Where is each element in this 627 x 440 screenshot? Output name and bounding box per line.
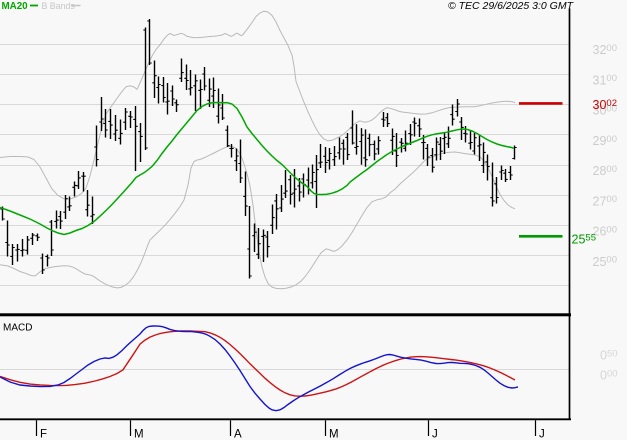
svg-text:MA20: MA20 — [2, 1, 29, 12]
svg-text:3100: 3100 — [593, 73, 617, 87]
svg-text:3002: 3002 — [593, 98, 617, 112]
svg-text:A: A — [234, 429, 242, 440]
svg-text:3000: 3000 — [593, 104, 617, 118]
svg-text:J: J — [539, 429, 545, 440]
svg-text:050: 050 — [600, 348, 618, 362]
svg-text:3200: 3200 — [593, 43, 617, 57]
svg-text:M: M — [134, 429, 144, 440]
svg-text:2900: 2900 — [593, 134, 617, 148]
svg-text:000: 000 — [600, 368, 618, 382]
svg-text:2500: 2500 — [593, 255, 617, 269]
svg-text:F: F — [40, 429, 47, 440]
svg-text:J: J — [432, 429, 438, 440]
svg-text:2700: 2700 — [593, 194, 617, 208]
svg-text:M: M — [329, 429, 339, 440]
svg-text:MACD: MACD — [3, 323, 32, 334]
svg-text:2555: 2555 — [572, 232, 596, 246]
svg-text:2800: 2800 — [593, 164, 617, 178]
svg-text:B Bands: B Bands — [42, 1, 76, 11]
svg-text:2600: 2600 — [593, 224, 617, 238]
svg-text:© TEC 29/6/2025 3:0 GMT: © TEC 29/6/2025 3:0 GMT — [448, 0, 575, 12]
